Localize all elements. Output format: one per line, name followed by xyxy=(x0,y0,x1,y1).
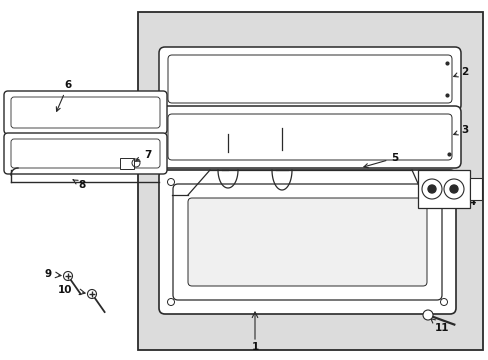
FancyBboxPatch shape xyxy=(159,106,460,168)
Text: 6: 6 xyxy=(56,80,71,111)
FancyBboxPatch shape xyxy=(11,97,160,128)
Text: 3: 3 xyxy=(453,125,468,135)
Circle shape xyxy=(427,185,435,193)
FancyBboxPatch shape xyxy=(159,170,455,314)
FancyBboxPatch shape xyxy=(4,91,167,134)
Text: 2: 2 xyxy=(453,67,468,77)
FancyBboxPatch shape xyxy=(168,55,451,103)
FancyBboxPatch shape xyxy=(168,114,451,160)
FancyBboxPatch shape xyxy=(187,198,426,286)
Text: 10: 10 xyxy=(58,285,72,295)
FancyBboxPatch shape xyxy=(11,139,160,168)
Circle shape xyxy=(87,289,96,298)
Bar xyxy=(417,170,469,208)
FancyBboxPatch shape xyxy=(159,47,460,111)
Circle shape xyxy=(422,310,432,320)
Bar xyxy=(120,158,134,169)
Text: 5: 5 xyxy=(363,153,398,168)
Text: 1: 1 xyxy=(251,342,258,352)
Circle shape xyxy=(63,271,72,280)
FancyBboxPatch shape xyxy=(4,133,167,174)
Bar xyxy=(469,178,481,200)
Text: 8: 8 xyxy=(73,180,85,190)
Text: 7: 7 xyxy=(135,150,151,161)
Text: 4: 4 xyxy=(468,197,475,207)
Circle shape xyxy=(449,185,457,193)
Bar xyxy=(138,12,482,350)
FancyBboxPatch shape xyxy=(173,184,441,300)
Text: 9: 9 xyxy=(45,269,52,279)
Text: 11: 11 xyxy=(429,318,448,333)
